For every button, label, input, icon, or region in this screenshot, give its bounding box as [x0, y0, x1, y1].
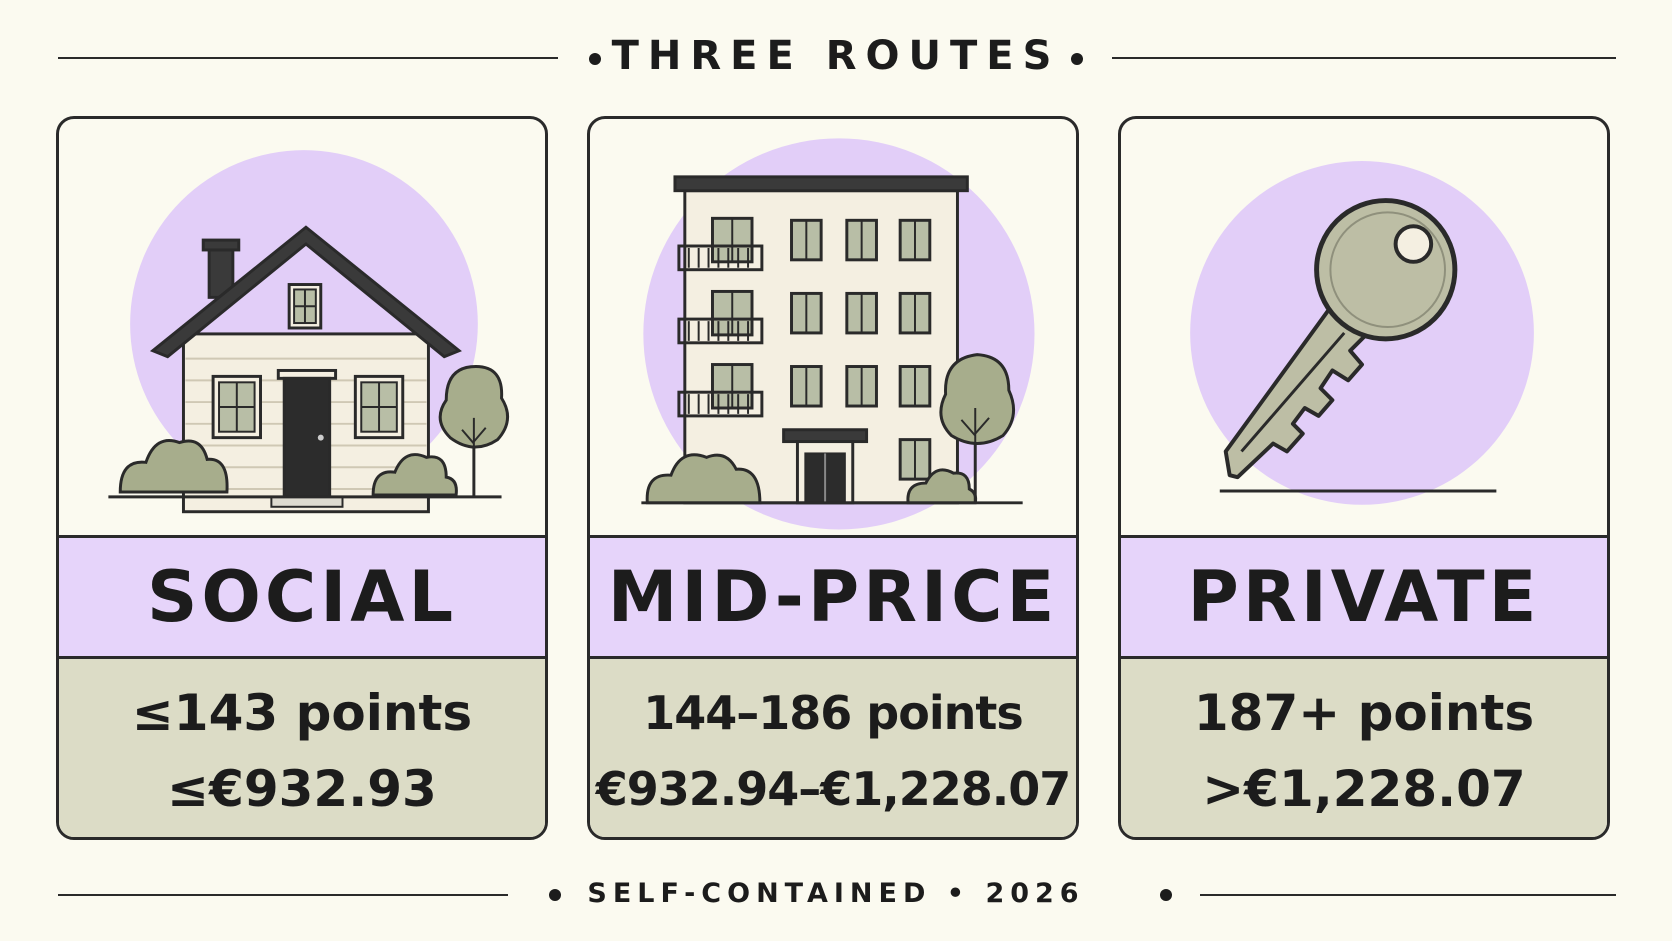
points-range: ≤143 points — [131, 684, 473, 742]
route-title: SOCIAL — [59, 535, 545, 659]
points-range: 144–186 points — [643, 686, 1023, 740]
income-range: >€1,228.07 — [1202, 760, 1526, 818]
route-criteria: 187+ points >€1,228.07 — [1121, 659, 1607, 837]
footer-dot-left — [549, 889, 561, 901]
route-criteria: 144–186 points €932.94–€1,228.07 — [590, 659, 1076, 837]
header-dot-right — [1071, 53, 1083, 65]
card-private: PRIVATE 187+ points >€1,228.07 — [1118, 116, 1610, 840]
house-icon — [59, 119, 545, 535]
income-range: ≤€932.93 — [167, 760, 437, 818]
income-range: €932.94–€1,228.07 — [595, 762, 1072, 816]
route-title: MID-PRICE — [590, 535, 1076, 659]
route-title: PRIVATE — [1121, 535, 1607, 659]
key-icon — [1121, 119, 1607, 535]
points-range: 187+ points — [1193, 684, 1535, 742]
header-dot-left — [589, 53, 601, 65]
footer-text: SELF-CONTAINED • 2026 — [587, 878, 1085, 909]
apartment-building-icon — [590, 119, 1076, 535]
footer-rule-right — [1200, 894, 1616, 896]
footer-rule-left — [58, 894, 508, 896]
page-title: THREE ROUTES — [611, 33, 1061, 79]
header-rule-right — [1112, 57, 1616, 59]
header-rule-left — [58, 57, 558, 59]
route-criteria: ≤143 points ≤€932.93 — [59, 659, 545, 837]
card-mid-price: MID-PRICE 144–186 points €932.94–€1,228.… — [587, 116, 1079, 840]
card-social: SOCIAL ≤143 points ≤€932.93 — [56, 116, 548, 840]
footer-dot-right — [1160, 889, 1172, 901]
